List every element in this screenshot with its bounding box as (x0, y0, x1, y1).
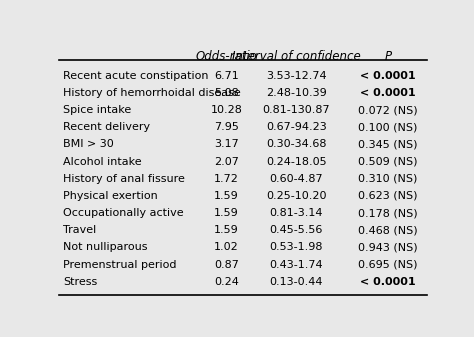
Text: 0.310 (NS): 0.310 (NS) (358, 174, 418, 184)
Text: Odds-ratio: Odds-ratio (195, 50, 257, 63)
Text: P: P (384, 50, 392, 63)
Text: 0.67-94.23: 0.67-94.23 (266, 122, 327, 132)
Text: < 0.0001: < 0.0001 (360, 277, 416, 287)
Text: 0.81-3.14: 0.81-3.14 (269, 208, 323, 218)
Text: 0.345 (NS): 0.345 (NS) (358, 140, 418, 150)
Text: 0.87: 0.87 (214, 259, 239, 270)
Text: 0.60-4.87: 0.60-4.87 (269, 174, 323, 184)
Text: 0.509 (NS): 0.509 (NS) (358, 157, 418, 166)
Text: History of anal fissure: History of anal fissure (63, 174, 185, 184)
Text: 0.100 (NS): 0.100 (NS) (358, 122, 418, 132)
Text: Alcohol intake: Alcohol intake (63, 157, 142, 166)
Text: 2.48-10.39: 2.48-10.39 (266, 88, 327, 98)
Text: BMI > 30: BMI > 30 (63, 140, 114, 150)
Text: 0.25-10.20: 0.25-10.20 (266, 191, 327, 201)
Text: < 0.0001: < 0.0001 (360, 71, 416, 81)
Text: Physical exertion: Physical exertion (63, 191, 158, 201)
Text: Premenstrual period: Premenstrual period (63, 259, 176, 270)
Text: 3.17: 3.17 (214, 140, 239, 150)
Text: 0.30-34.68: 0.30-34.68 (266, 140, 327, 150)
Text: 0.13-0.44: 0.13-0.44 (269, 277, 323, 287)
Text: 0.072 (NS): 0.072 (NS) (358, 105, 418, 115)
Text: Travel: Travel (63, 225, 96, 235)
Text: 6.71: 6.71 (214, 71, 239, 81)
Text: 2.07: 2.07 (214, 157, 239, 166)
Text: 0.178 (NS): 0.178 (NS) (358, 208, 418, 218)
Text: 0.81-130.87: 0.81-130.87 (263, 105, 330, 115)
Text: Spice intake: Spice intake (63, 105, 131, 115)
Text: 0.623 (NS): 0.623 (NS) (358, 191, 418, 201)
Text: Occupationally active: Occupationally active (63, 208, 183, 218)
Text: Interval of confidence: Interval of confidence (232, 50, 361, 63)
Text: 0.24: 0.24 (214, 277, 239, 287)
Text: 1.02: 1.02 (214, 242, 239, 252)
Text: 3.53-12.74: 3.53-12.74 (266, 71, 327, 81)
Text: Recent acute constipation: Recent acute constipation (63, 71, 209, 81)
Text: Not nulliparous: Not nulliparous (63, 242, 147, 252)
Text: Stress: Stress (63, 277, 97, 287)
Text: Recent delivery: Recent delivery (63, 122, 150, 132)
Text: 1.59: 1.59 (214, 208, 239, 218)
Text: 0.45-5.56: 0.45-5.56 (270, 225, 323, 235)
Text: < 0.0001: < 0.0001 (360, 88, 416, 98)
Text: 0.24-18.05: 0.24-18.05 (266, 157, 327, 166)
Text: 0.695 (NS): 0.695 (NS) (358, 259, 418, 270)
Text: 0.43-1.74: 0.43-1.74 (269, 259, 323, 270)
Text: 0.943 (NS): 0.943 (NS) (358, 242, 418, 252)
Text: 10.28: 10.28 (210, 105, 242, 115)
Text: 5.08: 5.08 (214, 88, 239, 98)
Text: 1.59: 1.59 (214, 191, 239, 201)
Text: 7.95: 7.95 (214, 122, 239, 132)
Text: 1.72: 1.72 (214, 174, 239, 184)
Text: 1.59: 1.59 (214, 225, 239, 235)
Text: 0.468 (NS): 0.468 (NS) (358, 225, 418, 235)
Text: 0.53-1.98: 0.53-1.98 (269, 242, 323, 252)
Text: History of hemorrhoidal disease: History of hemorrhoidal disease (63, 88, 241, 98)
